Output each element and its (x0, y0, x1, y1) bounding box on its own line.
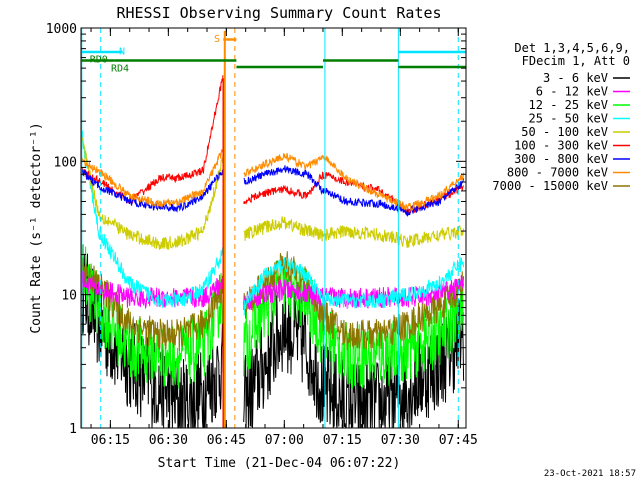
legend-label-3: 25 - 50 keV (529, 112, 608, 126)
y-tick-label-0: 1 (69, 422, 77, 437)
legend-label-2: 12 - 25 keV (529, 98, 608, 112)
y-tick-label-2: 100 (54, 155, 77, 170)
annotation-s: S (214, 34, 220, 45)
x-axis-label: Start Time (21-Dec-04 06:07:22) (158, 456, 401, 471)
annotation-rd4: RD4 (111, 64, 129, 75)
x-tick-label-3: 07:00 (265, 433, 304, 448)
x-tick-label-6: 07:45 (439, 433, 478, 448)
y-tick-label-1: 10 (61, 289, 77, 304)
legend-label-8: 7000 - 15000 keV (492, 179, 608, 193)
series-line-seg2 (243, 216, 465, 249)
legend-label-4: 50 - 100 keV (521, 125, 608, 139)
series-line-seg2 (243, 171, 465, 216)
series-line-seg2 (243, 251, 465, 351)
y-tick-label-3: 1000 (46, 22, 77, 37)
x-tick-label-1: 06:30 (149, 433, 188, 448)
series-line-seg2 (243, 282, 465, 429)
chart-title: RHESSI Observing Summary Count Rates (116, 4, 441, 22)
legend-label-7: 800 - 7000 keV (507, 166, 608, 180)
series-800-7000-keV (81, 148, 465, 212)
series-line-seg1 (80, 75, 224, 204)
series-line-seg1 (81, 148, 224, 208)
legend-label-6: 300 - 800 keV (514, 152, 608, 166)
annotation-n: N (119, 46, 125, 57)
series-line-seg1 (80, 132, 224, 251)
series-100-300-keV (80, 75, 465, 216)
x-tick-label-0: 06:15 (91, 433, 130, 448)
series-line-seg2 (243, 165, 465, 217)
plot-frame (80, 27, 467, 429)
x-tick-label-4: 07:15 (323, 433, 362, 448)
y-axis: 1 10 100 1000 (46, 22, 466, 437)
series-50-100-keV (80, 132, 465, 251)
series-line-seg2 (243, 256, 465, 316)
series-7000-15000-keV (80, 251, 465, 351)
x-axis: 06:15 06:30 06:45 07:00 07:15 07:30 07:45 (90, 28, 478, 448)
legend-label-1: 6 - 12 keV (536, 85, 608, 99)
x-tick-label-5: 07:30 (381, 433, 420, 448)
series-line-seg1 (80, 125, 224, 309)
legend-title-line-1: Det 1,3,4,5,6,9, (514, 41, 630, 55)
annotation-rd0: RD0 (90, 55, 108, 66)
x-tick-label-2: 06:45 (207, 433, 246, 448)
series-line-seg2 (243, 152, 465, 212)
series-25-50-keV (80, 125, 465, 316)
legend-label-5: 100 - 300 keV (514, 139, 608, 153)
legend-title-line-2: FDecim 1, Att 0 (522, 54, 630, 68)
legend: Det 1,3,4,5,6,9, FDecim 1, Att 0 3 - 6 k… (492, 41, 630, 193)
legend-label-0: 3 - 6 keV (543, 71, 608, 85)
timestamp: 23-Oct-2021 18:57 (544, 469, 636, 479)
series-line-seg1 (80, 244, 224, 389)
series-line-seg1 (80, 257, 224, 351)
y-axis-label: Count Rate (s⁻¹ detector⁻¹) (29, 122, 44, 333)
